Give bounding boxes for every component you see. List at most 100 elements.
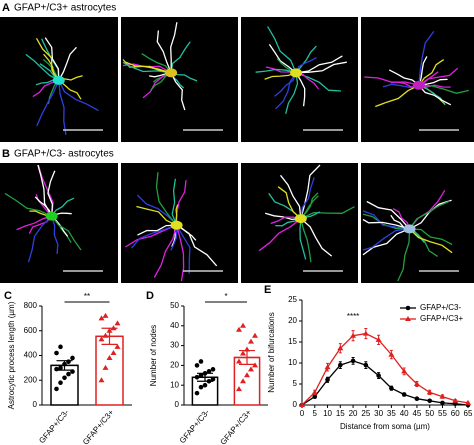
process-tracing [296, 55, 343, 74]
data-point [236, 386, 242, 392]
data-point [465, 399, 471, 405]
process-tracing [418, 56, 428, 86]
process-tracing [130, 224, 177, 249]
data-point [312, 394, 318, 399]
process-tracing [397, 228, 411, 282]
data-point [452, 397, 459, 403]
significance-label: ** [84, 292, 90, 301]
data-point [240, 350, 246, 356]
process-tracing [418, 84, 470, 94]
process-tracing [409, 228, 453, 246]
data-point [240, 378, 246, 384]
micrograph [241, 163, 358, 283]
legend-label: GFAP+/C3- [420, 303, 461, 312]
process-tracing [170, 72, 186, 111]
micrograph [121, 17, 238, 142]
data-point [66, 359, 71, 364]
x-tick-label: 50 [425, 409, 434, 418]
process-tracing [122, 61, 172, 74]
x-tick-label: 40 [400, 409, 409, 418]
data-point [325, 377, 330, 383]
y-tick-label: 0 [33, 400, 38, 409]
data-point [252, 362, 258, 368]
data-point [70, 369, 75, 374]
y-tick-label: 20 [170, 361, 179, 370]
process-tracing [142, 72, 172, 99]
process-tracing [274, 72, 297, 97]
data-point [236, 326, 242, 332]
data-point [110, 325, 117, 331]
process-tracing [366, 200, 411, 230]
process-tracing [275, 72, 297, 110]
process-tracing [27, 215, 53, 263]
data-point [198, 373, 204, 378]
process-tracing [409, 200, 450, 230]
data-point [311, 389, 318, 395]
y-tick-label: 0 [293, 400, 298, 409]
data-point [98, 315, 105, 321]
x-tick-label: GFAP+/C3- [37, 408, 71, 445]
process-tracing [285, 72, 299, 114]
process-tracing [300, 218, 312, 263]
soma [170, 220, 183, 230]
data-point [58, 365, 63, 371]
data-point [194, 363, 200, 368]
process-tracing [25, 53, 60, 81]
legend-marker [405, 316, 411, 321]
process-tracing [176, 224, 191, 274]
soma [290, 68, 303, 78]
process-tracing [170, 22, 178, 73]
data-point [194, 374, 200, 380]
process-tracing [295, 72, 306, 107]
y-tick-label: 15 [288, 337, 297, 346]
data-point [206, 369, 212, 374]
data-point [114, 343, 121, 349]
process-tracing [418, 59, 445, 86]
data-point [54, 366, 59, 372]
data-point [337, 345, 344, 351]
process-tracing [136, 205, 177, 226]
soma [412, 80, 425, 90]
x-tick-label: 15 [336, 409, 345, 418]
process-tracing [51, 215, 82, 251]
y-tick-label: 600 [24, 326, 38, 335]
soma [294, 214, 307, 224]
soma [165, 68, 178, 78]
process-tracing [36, 80, 60, 127]
legend-label: GFAP+/C3+ [420, 314, 463, 323]
process-tracing [362, 228, 410, 251]
y-axis-label: Number of bifurcations [267, 312, 276, 392]
x-tick-label: GFAP+/C3- [178, 408, 212, 445]
process-tracing [362, 228, 410, 256]
process-tracing [265, 212, 301, 221]
x-tick-label: 60 [451, 409, 460, 418]
y-tick-label: 0 [175, 400, 180, 409]
data-point [102, 312, 109, 318]
process-tracing [170, 41, 191, 73]
panel-title: GFAP+/C3- astrocytes [14, 149, 114, 160]
process-tracing [296, 61, 347, 74]
data-point [98, 377, 105, 383]
significance-label: * [224, 292, 227, 301]
y-tick-label: 400 [24, 351, 38, 360]
process-tracing [388, 69, 420, 86]
process-tracing [362, 218, 410, 230]
soma [45, 211, 58, 221]
x-tick-label: 65 [464, 409, 473, 418]
data-point [248, 338, 254, 344]
y-tick-label: 20 [288, 316, 297, 325]
data-point [102, 332, 109, 338]
data-point [299, 402, 305, 407]
panel-title: GFAP+/C3+ astrocytes [14, 3, 116, 14]
process-tracing [51, 215, 59, 255]
data-point [98, 336, 105, 342]
process-tracing [141, 53, 172, 74]
process-tracing [295, 45, 317, 74]
y-tick-label: 800 [24, 301, 38, 310]
soma [403, 224, 416, 234]
x-tick-label: GFAP+/C3+ [219, 408, 254, 445]
process-tracing [268, 44, 297, 74]
data-point [440, 400, 445, 406]
process-tracing [4, 192, 52, 217]
